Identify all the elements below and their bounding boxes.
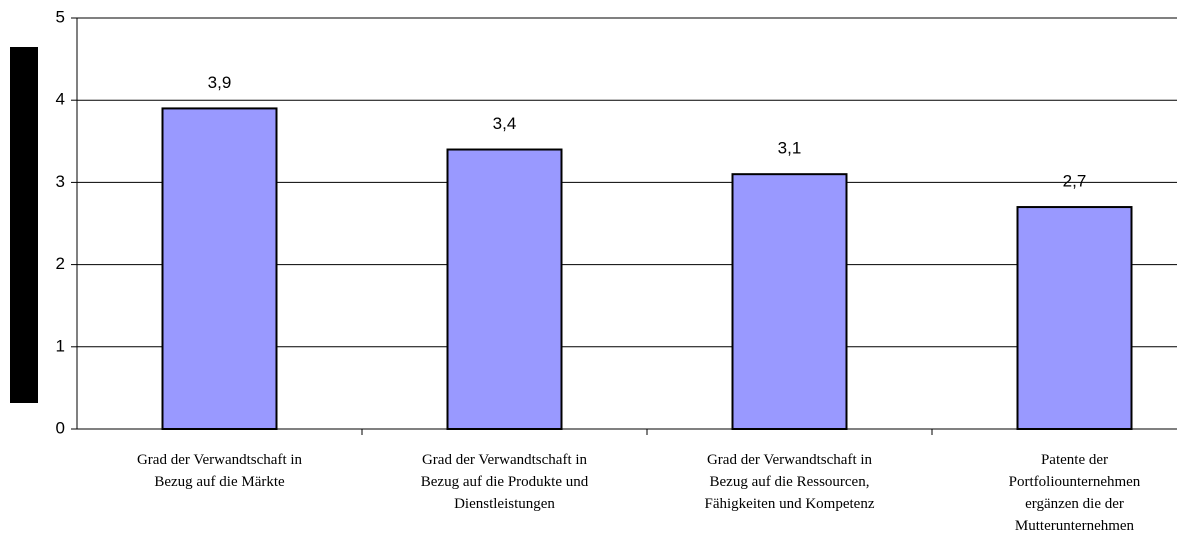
y-tick-label: 2 (56, 254, 65, 273)
axis-label-box (10, 47, 38, 403)
x-tick-label: Patente der Portfoliounternehmen ergänzen … (1009, 452, 1141, 534)
value-label: 3,4 (493, 114, 517, 133)
value-label: 2,7 (1063, 172, 1087, 191)
value-label: 3,9 (208, 73, 232, 92)
bar (161, 107, 278, 430)
y-tick-label: 4 (56, 90, 65, 109)
y-tick-label: 5 (56, 7, 65, 26)
y-tick-label: 1 (56, 336, 65, 355)
x-tick-label: Grad der Verwandtschaft in Bezug auf die … (137, 452, 303, 490)
x-tick-label: Grad der Verwandtschaft in Bezug auf die … (705, 452, 875, 512)
bar (731, 173, 848, 430)
y-tick-label: 3 (56, 172, 65, 191)
value-label: 3,1 (778, 139, 802, 158)
x-tick-label: Grad der Verwandtschaft in Bezug auf die … (421, 452, 589, 512)
bar (446, 148, 563, 431)
bar (1016, 206, 1133, 430)
y-tick-label: 0 (56, 418, 65, 437)
